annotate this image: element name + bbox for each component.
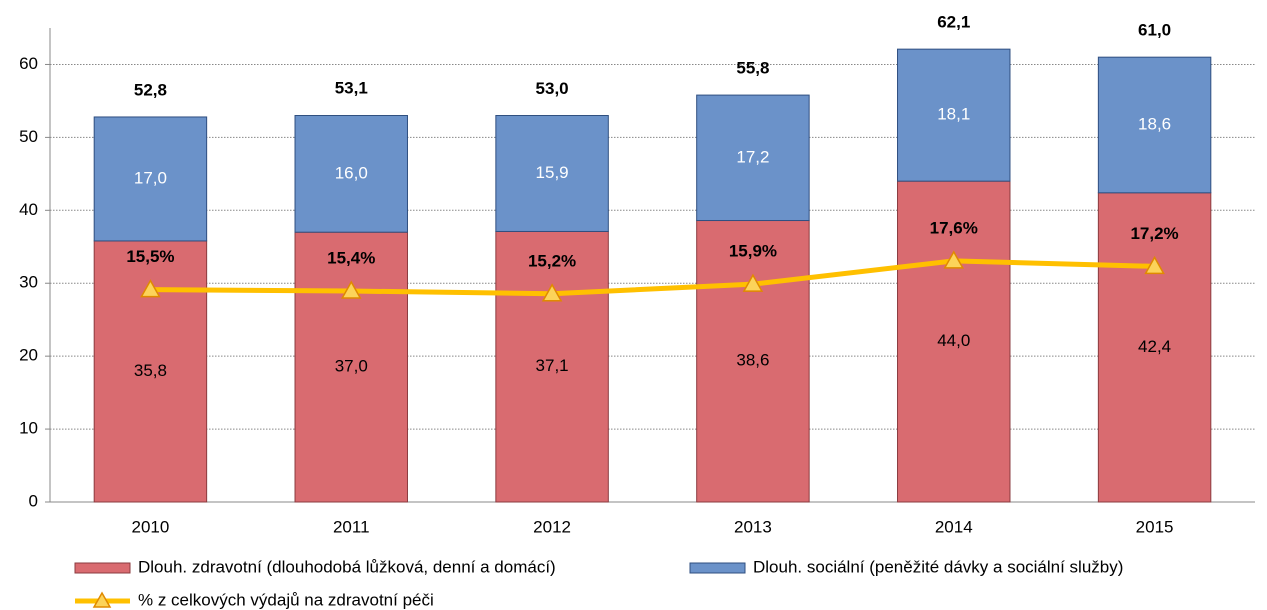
- bar-segment: [696, 220, 810, 503]
- line: [150, 258, 1155, 297]
- marker: [340, 280, 362, 299]
- bar-segment: [495, 230, 609, 503]
- x-tick-label: 2015: [1136, 517, 1174, 536]
- value-label: 17,0: [134, 168, 167, 187]
- marker: [943, 250, 965, 269]
- value-label: 15,5%: [126, 247, 174, 266]
- value-label: 37,0: [335, 357, 368, 376]
- legend-label: % z celkových výdajů na zdravotní péči: [138, 590, 434, 609]
- legend-label: Dlouh. sociální (peněžité dávky a sociál…: [753, 557, 1123, 576]
- value-label: 37,1: [536, 356, 569, 375]
- value-label: 15,9%: [729, 242, 777, 261]
- legend-marker: [92, 591, 112, 608]
- marker: [1144, 255, 1165, 275]
- bar-segment: [294, 115, 408, 233]
- x-tick-label: 2012: [533, 517, 571, 536]
- marker: [742, 273, 764, 292]
- x-tick-label: 2014: [935, 517, 973, 536]
- legend-label: Dlouh. zdravotní (dlouhodobá lůžková, de…: [138, 557, 556, 576]
- bar-segment: [1097, 192, 1212, 503]
- y-tick-label: 20: [19, 346, 38, 365]
- bar-segment: [294, 231, 408, 503]
- value-label: 15,9: [536, 163, 569, 182]
- value-label: 17,2: [736, 147, 769, 166]
- value-label: 17,6%: [930, 218, 978, 237]
- value-label: 44,0: [937, 331, 970, 350]
- y-tick-label: 0: [29, 491, 38, 510]
- value-label: 15,4%: [327, 249, 375, 268]
- total-label: 52,8: [134, 80, 167, 99]
- x-tick-label: 2011: [333, 517, 370, 536]
- y-tick-label: 10: [19, 419, 38, 438]
- value-label: 38,6: [736, 351, 769, 370]
- value-label: 17,2%: [1130, 224, 1178, 243]
- marker: [541, 283, 563, 302]
- total-label: 53,1: [335, 78, 368, 97]
- bar-segment: [696, 94, 810, 222]
- x-tick-label: 2010: [132, 517, 170, 536]
- y-tick-label: 60: [19, 54, 38, 73]
- total-label: 61,0: [1138, 21, 1171, 40]
- value-label: 18,6: [1138, 114, 1171, 133]
- legend-swatch: [74, 562, 131, 574]
- bar-segment: [897, 48, 1011, 182]
- y-tick-label: 40: [19, 200, 38, 219]
- value-label: 18,1: [937, 105, 970, 124]
- total-label: 53,0: [536, 79, 569, 98]
- y-tick-label: 50: [19, 127, 38, 146]
- total-label: 55,8: [736, 59, 769, 78]
- x-tick-label: 2013: [734, 517, 772, 536]
- bar-segment: [495, 115, 609, 232]
- bar-segment: [93, 116, 208, 242]
- bar-segment: [1097, 56, 1212, 194]
- value-label: 42,4: [1138, 337, 1171, 356]
- value-label: 16,0: [335, 163, 368, 182]
- value-label: 35,8: [134, 361, 167, 380]
- total-label: 62,1: [937, 13, 970, 32]
- legend-swatch: [689, 562, 746, 574]
- marker: [140, 279, 161, 298]
- y-tick-label: 30: [19, 273, 38, 292]
- value-label: 15,2%: [528, 251, 576, 270]
- bar-segment: [897, 180, 1011, 503]
